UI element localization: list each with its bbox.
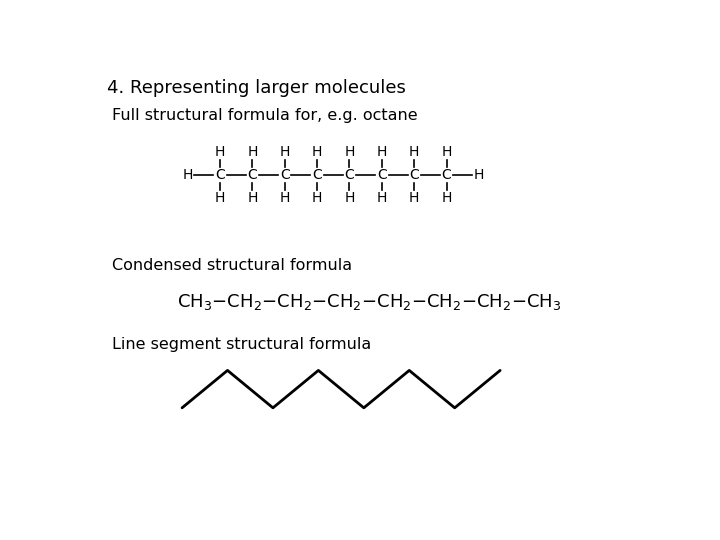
Text: 4. Representing larger molecules: 4. Representing larger molecules [107, 79, 405, 97]
Text: H: H [247, 145, 258, 159]
Text: C: C [345, 168, 354, 182]
Text: H: H [312, 191, 323, 205]
Text: H: H [344, 145, 355, 159]
Text: C: C [441, 168, 451, 182]
Text: H: H [312, 145, 323, 159]
Text: H: H [409, 145, 419, 159]
Text: C: C [248, 168, 257, 182]
Text: H: H [441, 145, 451, 159]
Text: Full structural formula for, e.g. octane: Full structural formula for, e.g. octane [112, 109, 418, 124]
Text: H: H [377, 191, 387, 205]
Text: H: H [344, 191, 355, 205]
Text: Line segment structural formula: Line segment structural formula [112, 337, 372, 352]
Text: H: H [215, 191, 225, 205]
Text: H: H [279, 145, 290, 159]
Text: C: C [312, 168, 322, 182]
Text: H: H [441, 191, 451, 205]
Text: H: H [215, 145, 225, 159]
Text: H: H [409, 191, 419, 205]
Text: Condensed structural formula: Condensed structural formula [112, 258, 353, 273]
Text: $\mathregular{CH_3{-}CH_2{-}CH_2{-}CH_2{-}CH_2{-}CH_2{-}CH_2{-}CH_3}$: $\mathregular{CH_3{-}CH_2{-}CH_2{-}CH_2{… [177, 292, 561, 312]
Text: H: H [377, 145, 387, 159]
Text: C: C [377, 168, 387, 182]
Text: C: C [410, 168, 419, 182]
Text: H: H [474, 168, 484, 182]
Text: C: C [280, 168, 289, 182]
Text: C: C [215, 168, 225, 182]
Text: H: H [279, 191, 290, 205]
Text: H: H [182, 168, 193, 182]
Text: H: H [247, 191, 258, 205]
